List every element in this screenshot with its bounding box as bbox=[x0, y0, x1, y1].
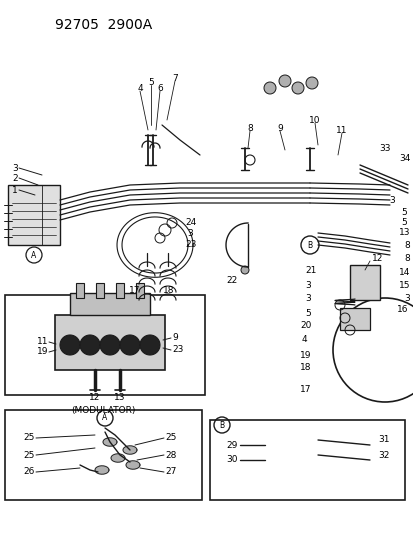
Polygon shape bbox=[123, 446, 137, 454]
Text: 5: 5 bbox=[400, 207, 406, 216]
Text: 10: 10 bbox=[309, 116, 320, 125]
Text: 19: 19 bbox=[36, 348, 48, 357]
Text: 25: 25 bbox=[165, 433, 176, 442]
Text: B: B bbox=[307, 240, 312, 249]
Text: 18: 18 bbox=[299, 364, 311, 373]
Text: 15: 15 bbox=[398, 280, 409, 289]
Bar bbox=[136, 283, 144, 298]
Text: 8: 8 bbox=[403, 254, 409, 262]
Bar bbox=[209, 420, 404, 500]
Text: 17: 17 bbox=[299, 385, 311, 394]
Bar bbox=[70, 293, 150, 315]
Text: 13: 13 bbox=[114, 393, 126, 402]
Text: 6: 6 bbox=[157, 84, 162, 93]
Text: 5: 5 bbox=[304, 309, 310, 318]
Text: 8: 8 bbox=[403, 240, 409, 249]
Text: 3: 3 bbox=[12, 164, 18, 173]
Text: B: B bbox=[219, 421, 224, 430]
Text: 1: 1 bbox=[12, 185, 18, 195]
Text: 30: 30 bbox=[226, 456, 237, 464]
Text: 9: 9 bbox=[276, 124, 282, 133]
Text: 11: 11 bbox=[36, 337, 48, 346]
Text: 17: 17 bbox=[128, 286, 140, 295]
Text: 3: 3 bbox=[187, 229, 192, 238]
Text: 25: 25 bbox=[24, 433, 35, 442]
Bar bbox=[339, 308, 369, 330]
Text: 26: 26 bbox=[24, 467, 35, 477]
Text: 22: 22 bbox=[226, 276, 237, 285]
Bar bbox=[116, 283, 124, 298]
Bar bbox=[349, 265, 379, 300]
Text: 4: 4 bbox=[137, 84, 142, 93]
Polygon shape bbox=[111, 454, 125, 462]
Text: 3: 3 bbox=[304, 280, 310, 289]
Circle shape bbox=[100, 335, 120, 355]
Text: 4: 4 bbox=[301, 335, 307, 344]
Text: 20: 20 bbox=[299, 321, 311, 330]
Circle shape bbox=[291, 82, 303, 94]
Text: 11: 11 bbox=[335, 125, 347, 134]
Text: 16: 16 bbox=[396, 305, 407, 314]
Circle shape bbox=[240, 266, 248, 274]
Bar bbox=[96, 283, 104, 298]
Polygon shape bbox=[126, 461, 140, 469]
Text: 9: 9 bbox=[171, 334, 177, 343]
Bar bbox=[55, 315, 165, 370]
Text: 28: 28 bbox=[165, 450, 176, 459]
Text: 29: 29 bbox=[226, 440, 237, 449]
Text: 8: 8 bbox=[247, 124, 252, 133]
Text: A: A bbox=[102, 414, 107, 423]
Text: 12: 12 bbox=[371, 254, 382, 262]
Text: 3: 3 bbox=[403, 294, 409, 303]
Circle shape bbox=[60, 335, 80, 355]
Text: 12: 12 bbox=[89, 393, 100, 402]
Text: 33: 33 bbox=[378, 143, 390, 152]
Circle shape bbox=[80, 335, 100, 355]
Text: 24: 24 bbox=[185, 217, 196, 227]
Text: 25: 25 bbox=[24, 450, 35, 459]
Text: 23: 23 bbox=[171, 345, 183, 354]
Bar bbox=[76, 283, 84, 298]
Text: 3: 3 bbox=[388, 196, 394, 205]
Bar bbox=[5, 295, 204, 395]
Circle shape bbox=[120, 335, 140, 355]
Text: 34: 34 bbox=[399, 154, 410, 163]
Text: 21: 21 bbox=[304, 265, 316, 274]
Text: 92705  2900A: 92705 2900A bbox=[55, 18, 152, 32]
Text: 19: 19 bbox=[299, 351, 311, 359]
Circle shape bbox=[305, 77, 317, 89]
Circle shape bbox=[263, 82, 275, 94]
Circle shape bbox=[278, 75, 290, 87]
Circle shape bbox=[140, 335, 159, 355]
Text: 7: 7 bbox=[172, 74, 178, 83]
Bar bbox=[8, 185, 60, 245]
Text: 31: 31 bbox=[377, 435, 389, 445]
Text: 18: 18 bbox=[163, 286, 174, 295]
Text: 2: 2 bbox=[12, 174, 18, 182]
Text: 3: 3 bbox=[304, 294, 310, 303]
Text: 13: 13 bbox=[398, 228, 409, 237]
Text: 5: 5 bbox=[148, 77, 154, 86]
Text: A: A bbox=[31, 251, 36, 260]
Bar bbox=[5, 410, 202, 500]
Text: 23: 23 bbox=[185, 239, 196, 248]
Polygon shape bbox=[103, 438, 117, 446]
Polygon shape bbox=[95, 466, 109, 474]
Text: 32: 32 bbox=[377, 451, 389, 461]
Text: (MODULATOR): (MODULATOR) bbox=[71, 406, 135, 415]
Text: 27: 27 bbox=[165, 467, 176, 477]
Text: 14: 14 bbox=[398, 268, 409, 277]
Text: 5: 5 bbox=[400, 217, 406, 227]
